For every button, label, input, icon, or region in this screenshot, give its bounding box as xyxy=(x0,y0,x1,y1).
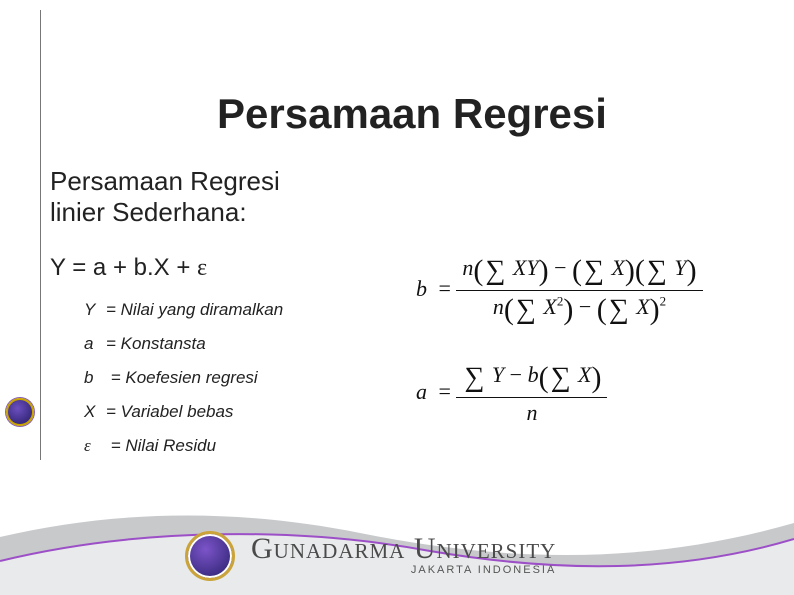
tagline-suffix: THE GLOBAL FUTURE xyxy=(0,109,1,322)
university-location: JAKARTA INDONESIA xyxy=(251,564,556,577)
equals-sign: = xyxy=(439,276,451,301)
university-name-main: Gunadarma University xyxy=(251,534,556,564)
subtitle-line1: Persamaan Regresi xyxy=(50,166,280,196)
denominator: n xyxy=(456,398,607,428)
equation-text: Y = a + b.X + xyxy=(50,254,197,281)
formula-b-lhs: b xyxy=(416,276,433,301)
tagline: COLORING THE GLOBAL FUTURE xyxy=(0,109,2,426)
seal-icon xyxy=(6,398,34,426)
page-title: Persamaan Regresi xyxy=(50,90,774,138)
numerator: n(∑ XY) − (∑ X)(∑ Y) xyxy=(456,252,702,291)
tagline-prefix: COLO xyxy=(0,371,1,426)
def-row: ε = Nilai Residu xyxy=(84,436,774,456)
formulas-block: b = n(∑ XY) − (∑ X)(∑ Y) n(∑ X2) − (∑ X)… xyxy=(416,252,756,428)
tagline-accent: RING xyxy=(0,322,1,371)
vertical-rule xyxy=(40,10,41,460)
subtitle: Persamaan Regresi linier Sederhana: xyxy=(50,166,774,228)
fraction: n(∑ XY) − (∑ X)(∑ Y) n(∑ X2) − (∑ X)2 xyxy=(456,252,702,329)
denominator: n(∑ X2) − (∑ X)2 xyxy=(456,291,702,329)
equals-sign: = xyxy=(439,379,451,404)
epsilon-symbol: ε xyxy=(197,255,207,281)
n: n xyxy=(462,255,473,280)
footer-logo-block: Gunadarma University JAKARTA INDONESIA xyxy=(185,531,556,581)
footer: Gunadarma University JAKARTA INDONESIA xyxy=(0,503,794,595)
formula-a-lhs: a xyxy=(416,379,433,404)
slide: UG COLORING THE GLOBAL FUTURE Persamaan … xyxy=(0,0,794,595)
ug-mark: UG xyxy=(0,436,2,468)
fraction: ∑ Y − b(∑ X) n xyxy=(456,359,607,428)
university-name: Gunadarma University JAKARTA INDONESIA xyxy=(251,534,556,577)
formula-a: a = ∑ Y − b(∑ X) n xyxy=(416,359,756,428)
university-seal-icon xyxy=(185,531,235,581)
numerator: ∑ Y − b(∑ X) xyxy=(456,359,607,398)
left-brand-bar: UG COLORING THE GLOBAL FUTURE xyxy=(0,0,40,470)
formula-b: b = n(∑ XY) − (∑ X)(∑ Y) n(∑ X2) − (∑ X)… xyxy=(416,252,756,329)
subtitle-line2: linier Sederhana: xyxy=(50,197,247,227)
